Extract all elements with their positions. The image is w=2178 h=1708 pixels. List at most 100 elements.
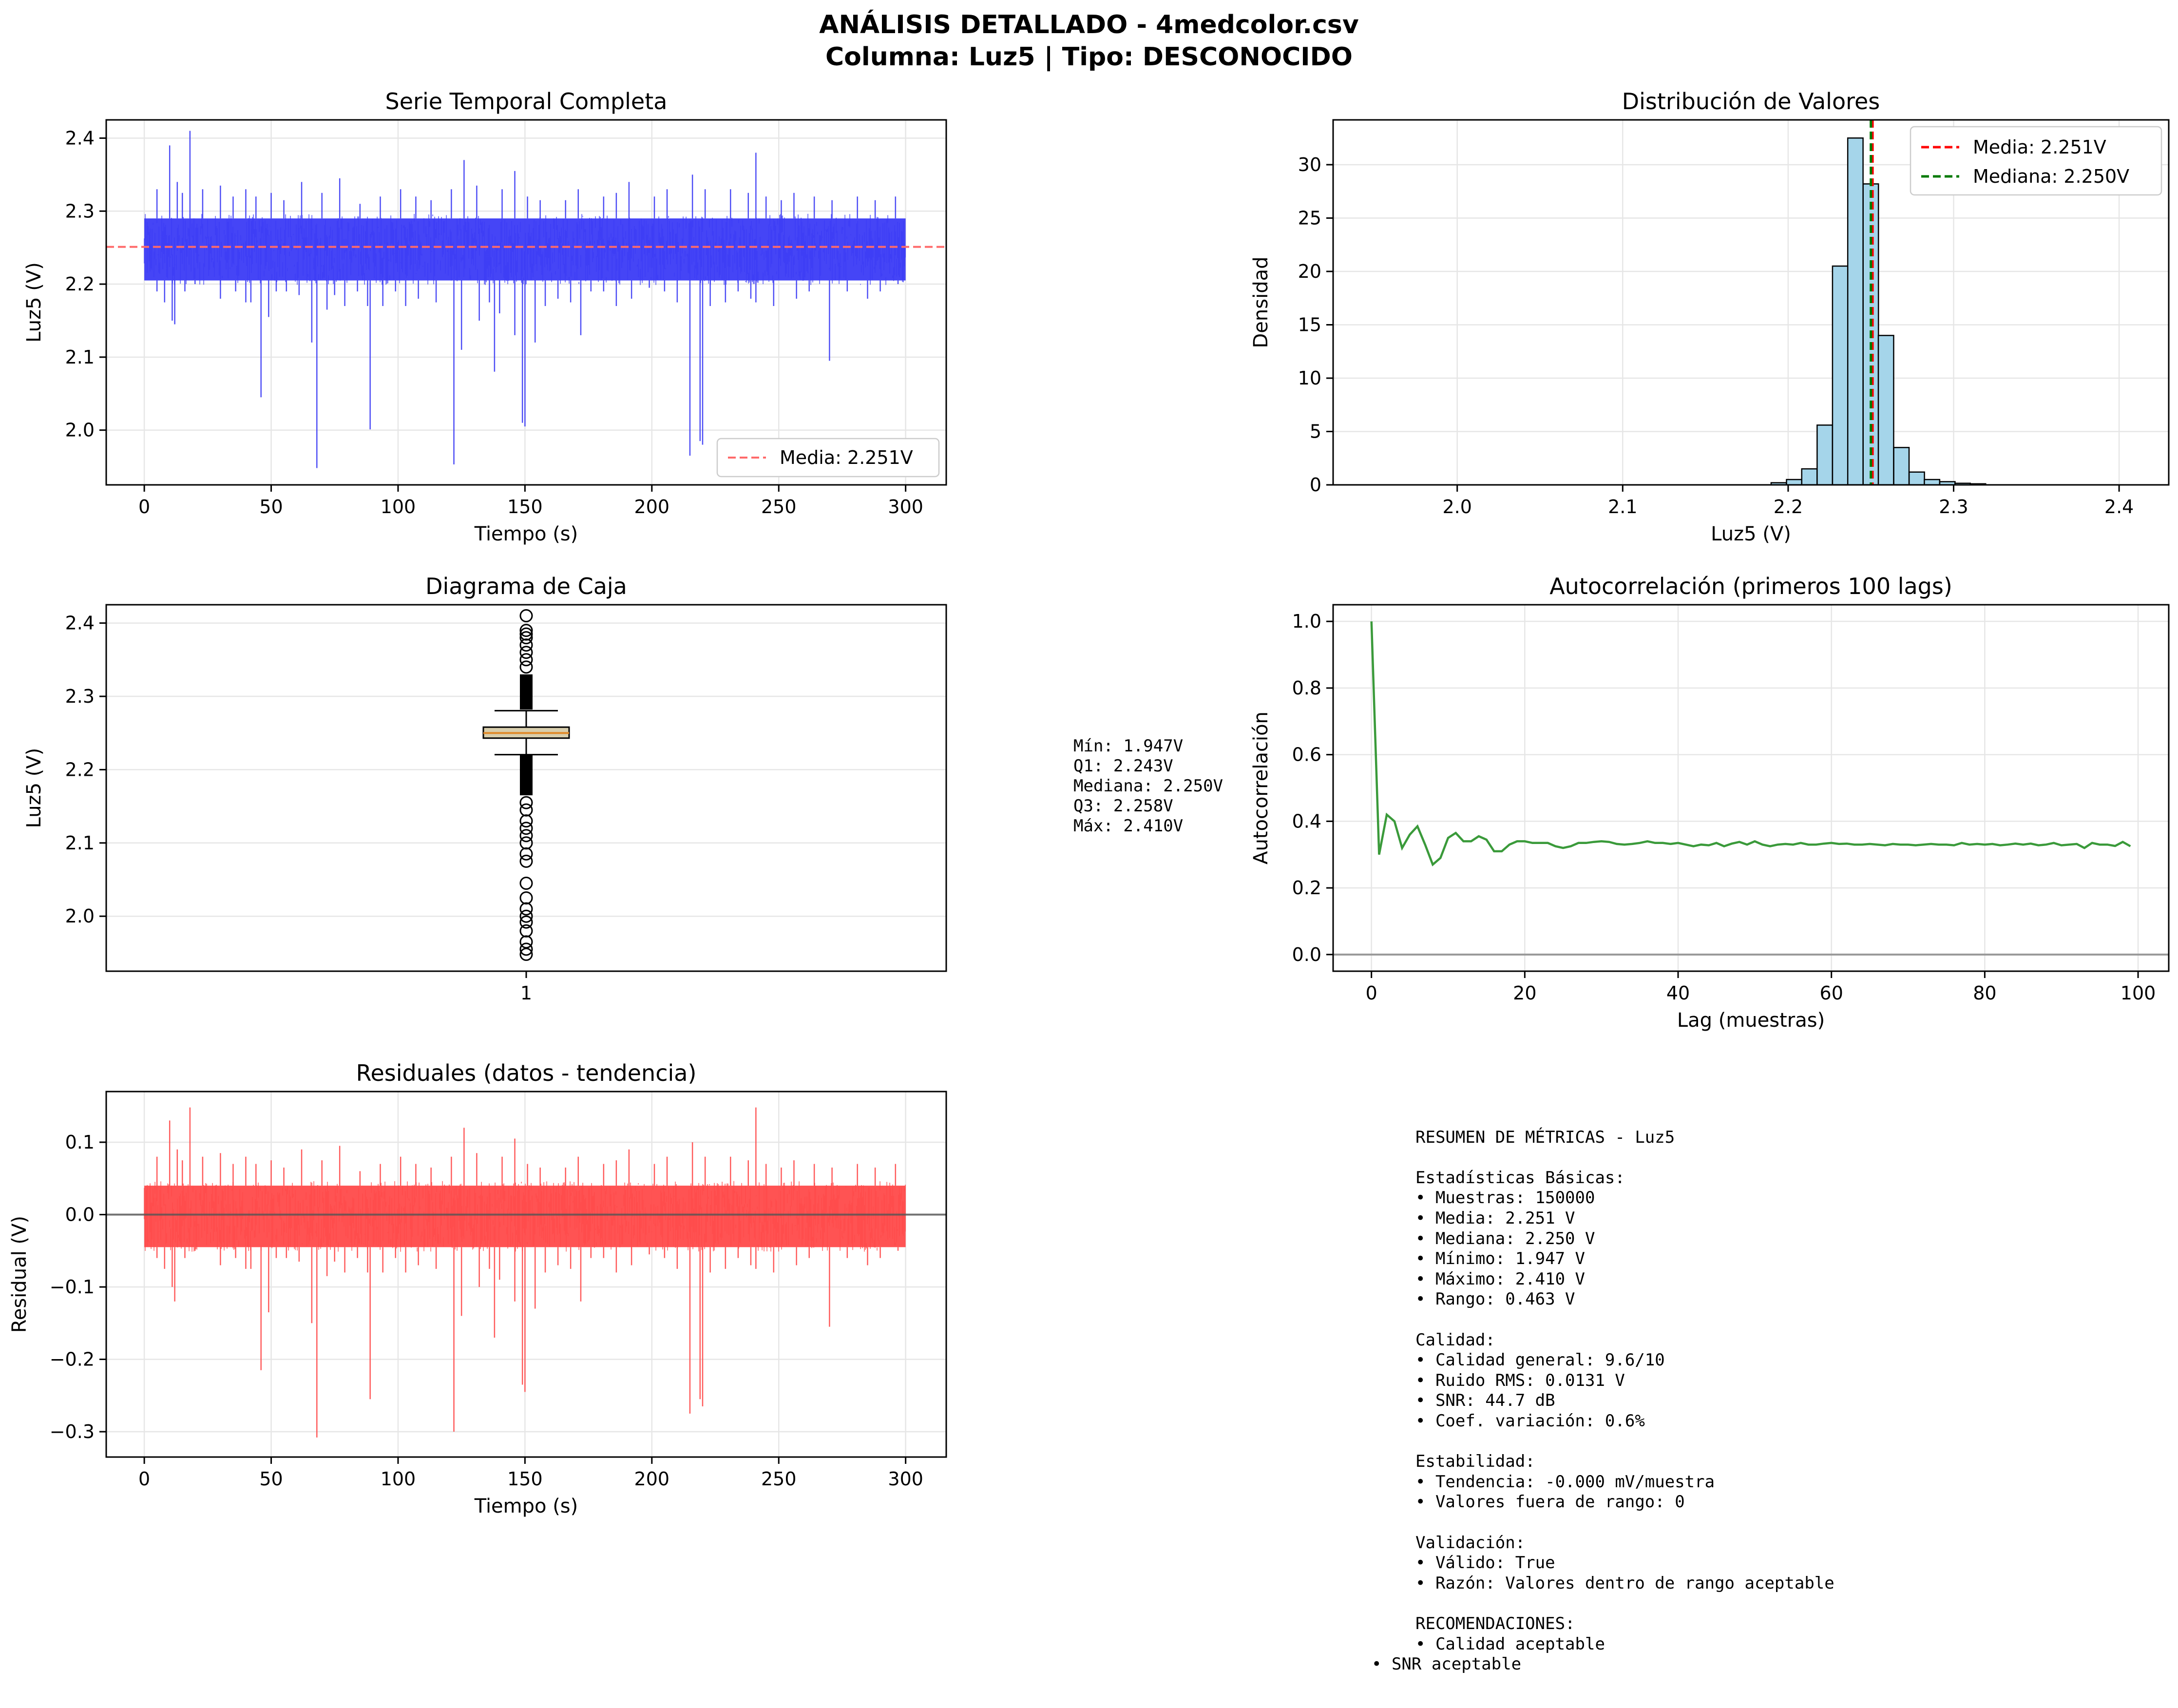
residuals-xtick-label: 0 bbox=[138, 1468, 150, 1490]
boxplot-ytick-label: 2.3 bbox=[65, 686, 95, 707]
residuals-plot-area bbox=[106, 1092, 946, 1457]
timeseries-legend-box bbox=[716, 438, 940, 478]
boxplot-ytick-label: 2.1 bbox=[65, 832, 95, 854]
boxplot-flier bbox=[519, 877, 533, 890]
residuals-xtick-label: 200 bbox=[634, 1468, 670, 1490]
residuals-title: Residuales (datos - tendencia) bbox=[356, 1060, 697, 1086]
summary-stability-1: • Tendencia: -0.000 mV/muestra bbox=[1415, 1472, 1715, 1492]
summary-quality-3: • SNR: 44.7 dB bbox=[1415, 1391, 1555, 1410]
histogram-xtick-label: 2.3 bbox=[1939, 496, 1968, 518]
residuals-xtick-label: 100 bbox=[381, 1468, 416, 1490]
boxplot-ylabel: Luz5 (V) bbox=[23, 748, 45, 828]
histogram-frame bbox=[1332, 119, 2170, 486]
histogram-title: Distribución de Valores bbox=[1622, 88, 1880, 115]
autocorrelation-frame bbox=[1332, 604, 2170, 972]
autocorrelation-ytick-label: 0.2 bbox=[1292, 877, 1321, 899]
summary-rec-title: RECOMENDACIONES: bbox=[1415, 1614, 1575, 1633]
residuals-xtick-label: 150 bbox=[507, 1468, 543, 1490]
autocorrelation-content bbox=[1333, 621, 2169, 956]
autocorrelation-ytick-label: 1.0 bbox=[1292, 611, 1321, 632]
residuals-panel: 0 50 100 150 200 250 300 −0.3 −0.2 −0.1 0.0 0.1 Resi… bbox=[8, 1060, 947, 1517]
boxplot-title: Diagrama de Caja bbox=[425, 573, 627, 599]
autocorrelation-ytick-label: 0.0 bbox=[1292, 944, 1321, 965]
timeseries-ylabel: Luz5 (V) bbox=[23, 262, 45, 343]
box-stat-q1: Q1: 2.243V bbox=[1073, 756, 1173, 776]
summary-stability-2: • Valores fuera de rango: 0 bbox=[1415, 1492, 1685, 1512]
summary-rec-1: • Calidad aceptable bbox=[1415, 1634, 1605, 1654]
summary-quality-2: • Ruido RMS: 0.0131 V bbox=[1415, 1371, 1625, 1390]
autocorrelation-xtick-label: 60 bbox=[1820, 982, 1843, 1004]
boxplot-ytick-label: 2.0 bbox=[65, 905, 95, 927]
timeseries-frame bbox=[105, 119, 947, 486]
boxplot-flier bbox=[519, 609, 533, 623]
residuals-xtick-label: 50 bbox=[259, 1468, 283, 1490]
autocorrelation-plot-area bbox=[1333, 605, 2169, 971]
figure-title-line2: Columna: Luz5 | Tipo: DESCONOCIDO bbox=[825, 42, 1353, 72]
histogram-ylabel: Densidad bbox=[1250, 256, 1272, 348]
histogram-bar bbox=[1877, 335, 1894, 486]
box-stat-min: Mín: 1.947V bbox=[1073, 736, 1183, 756]
timeseries-texture bbox=[144, 213, 906, 285]
histogram-bar bbox=[1832, 265, 1849, 486]
boxplot-panel: 2.0 2.1 2.2 2.3 2.4 Diagrama de Caja Luz5 (V) 1 bbox=[23, 573, 947, 1004]
residuals-texture bbox=[144, 1181, 906, 1252]
summary-validation-1: • Válido: True bbox=[1415, 1553, 1555, 1573]
histogram-legend-box bbox=[1910, 126, 2162, 196]
boxplot-flier bbox=[519, 796, 533, 809]
histogram-ytick-label: 20 bbox=[1298, 261, 1321, 282]
summary-quality-title: Calidad: bbox=[1415, 1330, 1495, 1350]
timeseries-ytick-label: 2.1 bbox=[65, 346, 95, 368]
boxplot-flier bbox=[519, 836, 533, 850]
boxplot-ytick-label: 2.4 bbox=[65, 613, 95, 634]
summary-validation-title: Validación: bbox=[1415, 1533, 1525, 1553]
autocorrelation-xtick-label: 40 bbox=[1666, 982, 1690, 1004]
boxplot-flier bbox=[519, 803, 533, 817]
histogram-ytick-label: 10 bbox=[1298, 367, 1321, 389]
timeseries-ytick-label: 2.4 bbox=[65, 127, 95, 149]
timeseries-panel: 0 50 100 150 200 250 300 2.0 2.1 2.2 2.3 2.4 Serie T… bbox=[23, 88, 947, 545]
summary-stability-title: Estabilidad: bbox=[1415, 1452, 1535, 1471]
timeseries-ytick-label: 2.2 bbox=[65, 273, 95, 295]
timeseries-title: Serie Temporal Completa bbox=[385, 88, 668, 115]
histogram-ytick-label: 5 bbox=[1310, 421, 1321, 442]
histogram-panel: 2.0 2.1 2.2 2.3 2.4 0 5 10 15 20 25 30 Distribución … bbox=[1250, 88, 2170, 545]
boxplot-flier bbox=[519, 624, 533, 637]
summary-validation-2: • Razón: Valores dentro de rango aceptab… bbox=[1415, 1574, 1834, 1593]
residuals-ytick-label: −0.2 bbox=[50, 1349, 95, 1370]
boxplot-flier bbox=[519, 854, 533, 868]
boxplot-flier bbox=[519, 909, 533, 923]
boxplot-flier bbox=[519, 915, 533, 929]
timeseries-legend-mean-label: Media: 2.251V bbox=[780, 447, 913, 468]
boxplot-category-label: 1 bbox=[520, 982, 532, 1004]
histogram-ytick-label: 0 bbox=[1310, 474, 1321, 496]
summary-basic-2: • Media: 2.251 V bbox=[1415, 1209, 1575, 1228]
histogram-legend-median-label: Mediana: 2.250V bbox=[1973, 166, 2129, 187]
metrics-summary: RESUMEN DE MÉTRICAS - Luz5 Estadísticas … bbox=[1372, 1127, 1834, 1674]
histogram-xtick-label: 2.4 bbox=[2104, 496, 2134, 518]
timeseries-ytick-label: 2.0 bbox=[65, 420, 95, 441]
box-stat-median: Mediana: 2.250V bbox=[1073, 776, 1223, 796]
autocorrelation-xtick-label: 100 bbox=[2121, 982, 2156, 1004]
histogram-bar bbox=[1924, 479, 1941, 486]
boxplot-ytick-label: 2.2 bbox=[65, 759, 95, 780]
histogram-bar bbox=[1847, 137, 1864, 486]
histogram-xtick-label: 2.0 bbox=[1442, 496, 1471, 518]
autocorrelation-ytick-label: 0.4 bbox=[1292, 810, 1321, 832]
residuals-ytick-label: 0.1 bbox=[65, 1132, 95, 1153]
boxplot-content bbox=[482, 609, 570, 961]
autocorrelation-xtick-label: 0 bbox=[1366, 982, 1377, 1004]
boxplot-flier bbox=[519, 891, 533, 905]
histogram-xtick-label: 2.2 bbox=[1774, 496, 1803, 518]
autocorrelation-xtick-label: 20 bbox=[1513, 982, 1536, 1004]
timeseries-content bbox=[106, 131, 946, 468]
boxplot-flier bbox=[519, 942, 533, 956]
figure-title-line1: ANÁLISIS DETALLADO - 4medcolor.csv bbox=[819, 10, 1359, 39]
autocorrelation-ytick-label: 0.6 bbox=[1292, 744, 1321, 766]
residuals-ytick-label: −0.1 bbox=[50, 1276, 95, 1298]
boxplot-flier bbox=[519, 924, 533, 938]
summary-basic-4: • Mínimo: 1.947 V bbox=[1415, 1249, 1585, 1268]
boxplot-flier bbox=[519, 631, 533, 645]
summary-basic-6: • Rango: 0.463 V bbox=[1415, 1289, 1575, 1309]
autocorrelation-title: Autocorrelación (primeros 100 lags) bbox=[1549, 573, 1952, 599]
histogram-xlabel: Luz5 (V) bbox=[1711, 523, 1791, 545]
